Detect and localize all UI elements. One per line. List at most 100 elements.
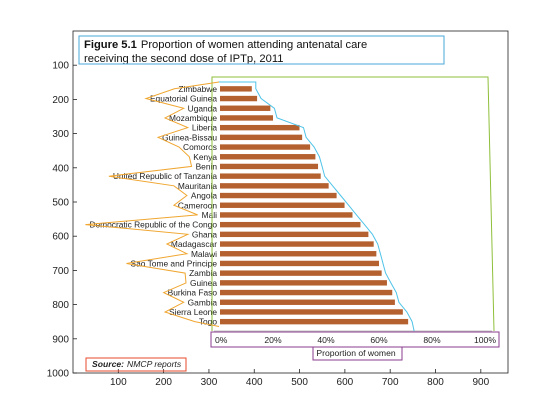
category-label: Zimbabwe (178, 84, 217, 94)
outer-y-tick-label: 800 (52, 300, 69, 311)
category-label: Sierra Leone (169, 307, 217, 317)
category-label: Democratic Republic of the Congo (89, 220, 217, 230)
bar (220, 318, 409, 325)
percent-tick-label: 80% (423, 335, 441, 345)
outer-y-tick-label: 1000 (47, 369, 70, 380)
category-label: Equatorial Guinea (150, 94, 217, 104)
label-extent-annotation-outline (85, 81, 220, 327)
category-label: Mali (202, 210, 217, 220)
category-label: Malawi (191, 249, 217, 259)
category-label: Uganda (188, 103, 218, 113)
percent-tick-label: 40% (317, 335, 335, 345)
outer-y-tick-label: 900 (52, 334, 69, 345)
bar (220, 309, 403, 315)
category-label: Ghana (192, 229, 217, 239)
plot-area-annotation-outline (211, 76, 495, 332)
bar (220, 221, 361, 228)
figure-title: Figure 5.1 Proportion of women attending … (84, 39, 367, 65)
bar (220, 95, 258, 102)
category-label: Mozambique (169, 113, 217, 123)
figure-image: Figure 5.1 Proportion of women attending … (84, 39, 496, 369)
bar (220, 163, 319, 170)
percent-tick-label: 100% (474, 335, 496, 345)
category-label: Cameroon (178, 200, 217, 210)
title-line-1: Figure 5.1 Proportion of women attending … (84, 39, 367, 51)
category-label: Burkina Faso (168, 288, 218, 298)
annotation-overlays (78, 35, 500, 372)
percent-axis-ticks: 0% 20% 40% 60% 80% 100% (215, 335, 496, 345)
source-value: NMCP reports (127, 359, 182, 369)
outer-y-tick-label: 600 (52, 232, 69, 243)
bar (220, 86, 252, 92)
percent-tick-label: 20% (264, 335, 282, 345)
outer-x-tick-label: 300 (201, 377, 218, 388)
category-label: Togo (199, 317, 218, 327)
outer-axes-frame (72, 30, 509, 374)
outer-x-tick-label: 800 (427, 377, 444, 388)
percent-tick-label: 0% (215, 335, 228, 345)
category-label: Gambia (188, 297, 218, 307)
bar (220, 241, 374, 247)
category-label: United Republic of Tanzania (113, 171, 217, 181)
title-line-2: receiving the second dose of IPTp, 2011 (84, 53, 283, 65)
source-note: Source: NMCP reports (92, 359, 182, 369)
bar (220, 192, 337, 199)
outer-x-tick-label: 200 (155, 377, 172, 388)
title-text-line-1: Proportion of women attending antenatal … (141, 39, 367, 51)
bar (220, 144, 311, 150)
category-label: Comoros (183, 142, 217, 152)
outer-x-tick-label: 100 (110, 377, 127, 388)
source-annotation-box (85, 357, 187, 372)
bar (220, 124, 300, 131)
bar (220, 183, 329, 189)
bar (220, 212, 353, 218)
title-figure-number: Figure 5.1 (84, 39, 137, 51)
outer-y-tick-label: 400 (52, 163, 69, 174)
category-label: Madagascar (171, 239, 217, 249)
outer-y-tick-label: 200 (52, 95, 69, 106)
outer-x-tick-label: 400 (246, 377, 263, 388)
outer-y-tick-label: 700 (52, 266, 69, 277)
bar (220, 115, 273, 121)
source-prefix: Source: (92, 359, 124, 369)
category-label: Kenya (193, 152, 217, 162)
outer-y-tick-label: 300 (52, 129, 69, 140)
bar (220, 299, 395, 305)
bar (220, 134, 303, 141)
bar (220, 154, 316, 160)
bar (220, 260, 379, 267)
bars-layer (220, 86, 409, 325)
bar (220, 202, 345, 208)
bar (220, 105, 271, 111)
outer-x-tick-label: 900 (472, 377, 489, 388)
outer-y-ticks: 100 200 300 400 500 600 700 800 900 1000 (47, 61, 77, 380)
x-axis-title: Proportion of women (316, 348, 396, 358)
category-label: Sao Tome and Principe (131, 258, 218, 268)
category-label: Guinea-Bissau (162, 132, 217, 142)
bar (220, 270, 382, 276)
category-label: Mauritania (178, 181, 217, 191)
outer-x-ticks: 100 200 300 400 500 600 700 800 900 (110, 369, 490, 388)
bar (220, 251, 377, 257)
title-annotation-box (78, 35, 445, 65)
bar (220, 280, 387, 286)
outer-x-tick-label: 600 (337, 377, 354, 388)
bar (220, 173, 321, 179)
outer-y-tick-label: 100 (52, 61, 69, 72)
category-label: Liberia (192, 123, 217, 133)
outer-x-tick-label: 700 (382, 377, 399, 388)
outer-axes: 100 200 300 400 500 600 700 800 900 100 200 300 400… (47, 30, 509, 388)
outer-x-tick-label: 500 (291, 377, 308, 388)
category-label: Guinea (190, 278, 217, 288)
bar-extent-annotation-outline (218, 81, 415, 332)
bar (220, 231, 369, 238)
percent-tick-label: 60% (370, 335, 388, 345)
category-label: Benin (196, 161, 218, 171)
outer-y-tick-label: 500 (52, 198, 69, 209)
category-label: Zambia (189, 268, 217, 278)
category-label: Angola (191, 191, 217, 201)
bar (220, 289, 393, 296)
x-title-annotation-box (312, 346, 403, 361)
